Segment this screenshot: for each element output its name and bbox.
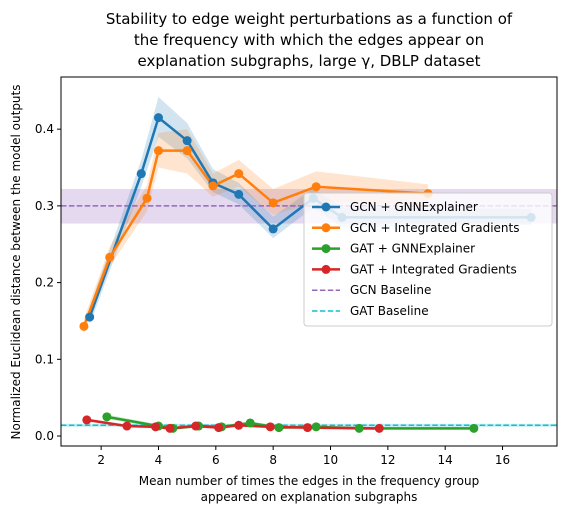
chart-title-line-1: Stability to edge weight perturbations a… xyxy=(106,10,513,28)
series-0-point-1 xyxy=(136,169,146,179)
x-tick-label-1: 4 xyxy=(155,453,163,467)
x-tick-label-5: 12 xyxy=(380,453,395,467)
x-tick-label-4: 10 xyxy=(323,453,338,467)
series-1-point-4 xyxy=(182,146,192,156)
series-0-point-5 xyxy=(234,189,244,199)
x-tick-label-6: 14 xyxy=(438,453,453,467)
legend-label-2: GAT + GNNExplainer xyxy=(350,242,475,256)
series-1-point-6 xyxy=(234,169,244,179)
series-3-point-1 xyxy=(122,421,132,431)
series-2-point-7 xyxy=(311,422,321,432)
y-tick-label-0: 0.0 xyxy=(35,429,54,443)
x-tick-label-2: 6 xyxy=(212,453,220,467)
legend-label-0: GCN + GNNExplainer xyxy=(350,200,478,214)
x-tick-label-0: 2 xyxy=(97,453,105,467)
series-band-0 xyxy=(89,96,532,325)
series-3-point-9 xyxy=(374,423,384,433)
series-3-point-0 xyxy=(82,415,92,425)
series-1-point-5 xyxy=(208,181,218,191)
legend-label-1: GCN + Integrated Gradients xyxy=(350,221,519,235)
legend-marker-0 xyxy=(321,202,331,212)
series-3-point-3 xyxy=(165,423,175,433)
x-axis-label-line-2: appeared on explanation subgraphs xyxy=(201,490,418,504)
series-1-point-7 xyxy=(268,198,278,208)
y-axis-label: Normalized Euclidean distance between th… xyxy=(9,85,23,440)
legend-label-5: GAT Baseline xyxy=(350,304,429,318)
y-tick-label-4: 0.4 xyxy=(35,122,54,136)
chart-title-line-2: the frequency with which the edges appea… xyxy=(134,31,484,49)
legend-label-4: GCN Baseline xyxy=(350,283,431,297)
series-0-point-0 xyxy=(85,312,95,322)
legend: GCN + GNNExplainer GCN + Integrated Gradi… xyxy=(303,192,553,327)
series-1-point-1 xyxy=(105,252,115,262)
series-2-point-8 xyxy=(354,423,364,433)
series-2-point-6 xyxy=(274,423,284,433)
series-0-point-3 xyxy=(182,136,192,146)
series-3-point-8 xyxy=(303,423,313,433)
x-tick-label-3: 8 xyxy=(269,453,277,467)
series-1-point-2 xyxy=(142,193,152,203)
series-line-3 xyxy=(86,418,380,430)
series-3-point-7 xyxy=(265,422,275,432)
series-2-point-0 xyxy=(102,412,112,422)
x-axis-ticks: 2 4 6 8 10 12 14 16 xyxy=(97,446,510,467)
series-1-point-0 xyxy=(79,321,89,331)
series-1-point-8 xyxy=(311,182,321,192)
x-axis-label-line-1: Mean number of times the edges in the fr… xyxy=(139,474,479,488)
series-3-point-4 xyxy=(191,421,201,431)
y-tick-label-1: 0.1 xyxy=(35,352,54,366)
x-tick-label-7: 16 xyxy=(495,453,510,467)
series-2-point-9 xyxy=(469,423,479,433)
legend-marker-2 xyxy=(321,244,331,254)
series-2-point-5 xyxy=(245,418,255,428)
legend-marker-1 xyxy=(321,223,331,233)
series-line-1 xyxy=(82,149,429,327)
y-tick-label-2: 0.2 xyxy=(35,276,54,290)
series-0-point-2 xyxy=(153,113,163,123)
legend-box xyxy=(303,192,553,327)
series-3-point-5 xyxy=(214,423,224,433)
series-3-point-2 xyxy=(151,422,161,432)
y-axis-ticks: 0.0 0.1 0.2 0.3 0.4 xyxy=(35,122,61,443)
y-tick-label-3: 0.3 xyxy=(35,199,54,213)
legend-marker-3 xyxy=(321,264,331,274)
series-1-point-3 xyxy=(153,146,163,156)
series-band-1 xyxy=(83,129,428,334)
series-0-point-6 xyxy=(268,224,278,234)
plot-frame xyxy=(60,76,558,447)
chart-title-line-3: explanation subgraphs, large γ, DBLP dat… xyxy=(138,52,481,70)
series-3-point-6 xyxy=(234,420,244,430)
legend-label-3: GAT + Integrated Gradients xyxy=(350,262,517,276)
